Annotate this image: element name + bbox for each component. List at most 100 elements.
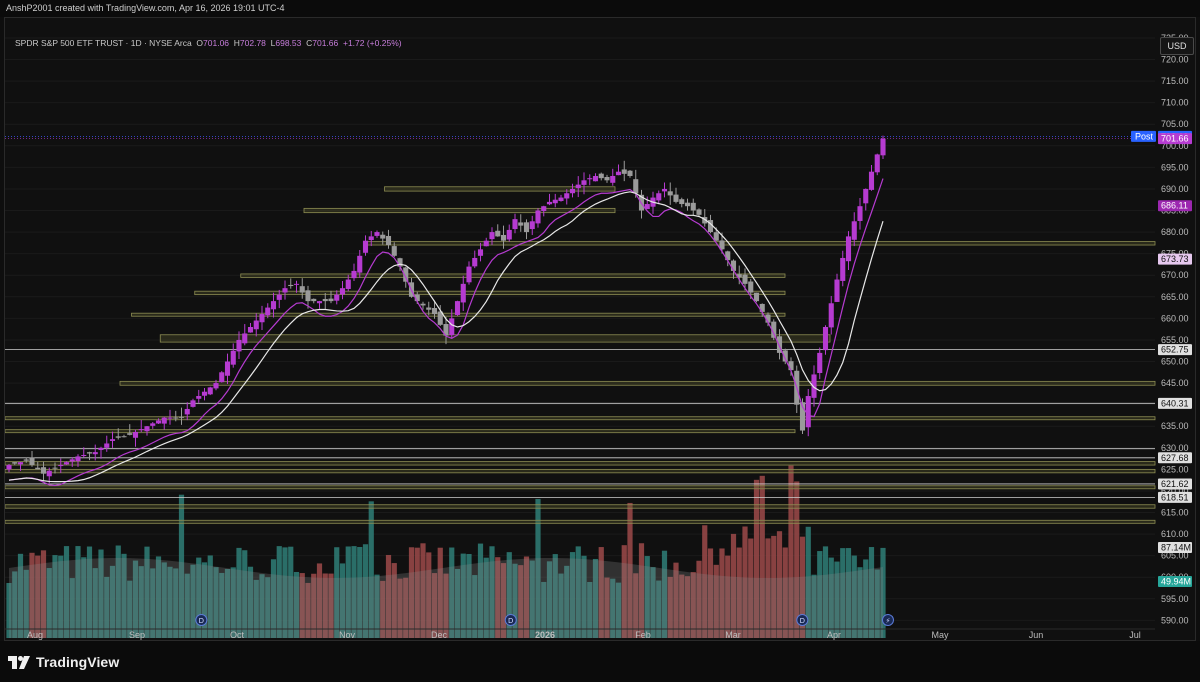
volume-bar <box>311 573 317 638</box>
support-resistance-zone <box>5 504 1156 509</box>
price-label-tag-bg <box>1131 130 1156 142</box>
candle-body <box>587 178 593 180</box>
volume-bar <box>633 573 639 638</box>
volume-bar <box>316 563 323 638</box>
volume-bar <box>339 563 346 638</box>
volume-bar <box>679 574 685 638</box>
legend-close-label: C <box>306 38 313 48</box>
time-tick-label: Sep <box>129 630 145 640</box>
price-tick-label: 680.00 <box>1161 227 1189 237</box>
volume-ma-label: 87.14M <box>1158 542 1192 553</box>
support-resistance-zone <box>159 334 831 343</box>
candle-body <box>121 436 127 438</box>
volume-bar <box>219 572 225 638</box>
candle-body <box>627 170 633 176</box>
candle-body <box>472 257 478 267</box>
volume-bar <box>265 577 271 638</box>
price-label-value: 673.73 <box>1161 254 1189 264</box>
volume-bar <box>656 580 662 638</box>
price-tick-label: 720.00 <box>1161 55 1189 65</box>
candle-body <box>765 314 771 323</box>
volume-bar <box>857 567 863 638</box>
volume-bar <box>811 574 817 638</box>
event-marker-icon <box>504 614 517 626</box>
volume-bar <box>138 566 144 638</box>
time-tick-label: Oct <box>230 630 245 640</box>
candle-body <box>380 234 386 239</box>
time-tick-label: May <box>931 630 949 640</box>
volume-bar <box>546 561 553 638</box>
candle-body <box>817 352 823 373</box>
candle-body <box>242 333 248 344</box>
price-label-value: 618.51 <box>1161 492 1189 502</box>
volume-bar <box>483 557 489 638</box>
candle-body <box>822 327 829 351</box>
volume-bar <box>253 579 259 638</box>
candle-body <box>155 420 162 424</box>
candle-body <box>851 221 857 240</box>
currency-button[interactable]: USD <box>1160 37 1194 55</box>
legend-close: 701.66 <box>312 38 339 48</box>
price-tick-label: 595.00 <box>1161 594 1189 604</box>
volume-bar <box>759 475 765 638</box>
price-chart[interactable]: DDD⚡ 725.00720.00715.00710.00705.00700.0… <box>5 18 1195 640</box>
price-labels: 702.19Post701.66686.11673.73652.75640.31… <box>1131 130 1192 587</box>
price-tick-label: 605.00 <box>1161 551 1189 561</box>
candle-body <box>351 270 357 279</box>
candle-body <box>799 402 806 431</box>
candle-body <box>581 180 587 185</box>
time-tick-label: Aug <box>27 630 43 640</box>
price-tick-label: 645.00 <box>1161 378 1189 388</box>
candle-body <box>759 303 765 312</box>
price-label-bg <box>1158 478 1192 490</box>
volume-bar <box>575 546 581 638</box>
candle-body <box>259 314 265 323</box>
candle-body <box>684 202 691 207</box>
candle-body <box>621 169 627 174</box>
volume-bar <box>259 574 265 638</box>
legend-open-label: O <box>196 38 204 48</box>
candle-body <box>495 230 501 237</box>
price-label-bg <box>1158 133 1192 145</box>
candle-body <box>132 431 139 438</box>
volume-bar <box>224 568 231 638</box>
volume-bar <box>362 544 369 638</box>
event-marker: ⚡ <box>881 614 894 626</box>
volume-bar <box>460 553 466 638</box>
volume-bar <box>431 573 438 638</box>
volume-bar <box>426 552 432 638</box>
volume-bar <box>730 533 737 638</box>
candle-body <box>391 246 397 256</box>
candle-body <box>23 459 29 461</box>
candle-body <box>345 279 351 289</box>
time-axis: Aug Sep Oct Nov Dec 2026 Feb Mar Apr May Jun Jul <box>5 628 1155 640</box>
support-resistance-zone <box>5 485 1156 490</box>
volume-bar <box>207 555 213 638</box>
price-label-bg <box>1158 344 1192 356</box>
candle-body <box>190 400 196 407</box>
tradingview-brand[interactable]: TradingView <box>8 654 119 670</box>
volume-bar <box>29 552 35 638</box>
volume-bar <box>98 549 104 638</box>
candle-body <box>523 222 530 233</box>
candle-body <box>368 236 374 241</box>
tradingview-logo-icon <box>8 655 30 669</box>
volume-bar <box>587 581 593 638</box>
candle-body <box>558 197 564 201</box>
candle-body <box>454 301 461 315</box>
volume-bar <box>719 548 725 638</box>
volume-bar <box>535 498 541 638</box>
chart-pane[interactable]: DDD⚡ 725.00720.00715.00710.00705.00700.0… <box>4 17 1196 641</box>
volume-bar <box>374 574 380 638</box>
price-label: 673.73 <box>1158 253 1192 265</box>
price-label-bg <box>1158 397 1192 409</box>
symbol-legend: SPDR S&P 500 ETF TRUST · 1D · NYSE Arca … <box>15 38 402 48</box>
volume-bar <box>529 560 535 638</box>
candle-body <box>58 465 64 467</box>
volume-bar <box>627 502 633 638</box>
candle-body <box>334 294 340 301</box>
volume-bar <box>144 546 150 638</box>
volume-bar <box>822 546 829 638</box>
volume-bar <box>104 576 110 638</box>
volume-bar <box>500 563 507 638</box>
